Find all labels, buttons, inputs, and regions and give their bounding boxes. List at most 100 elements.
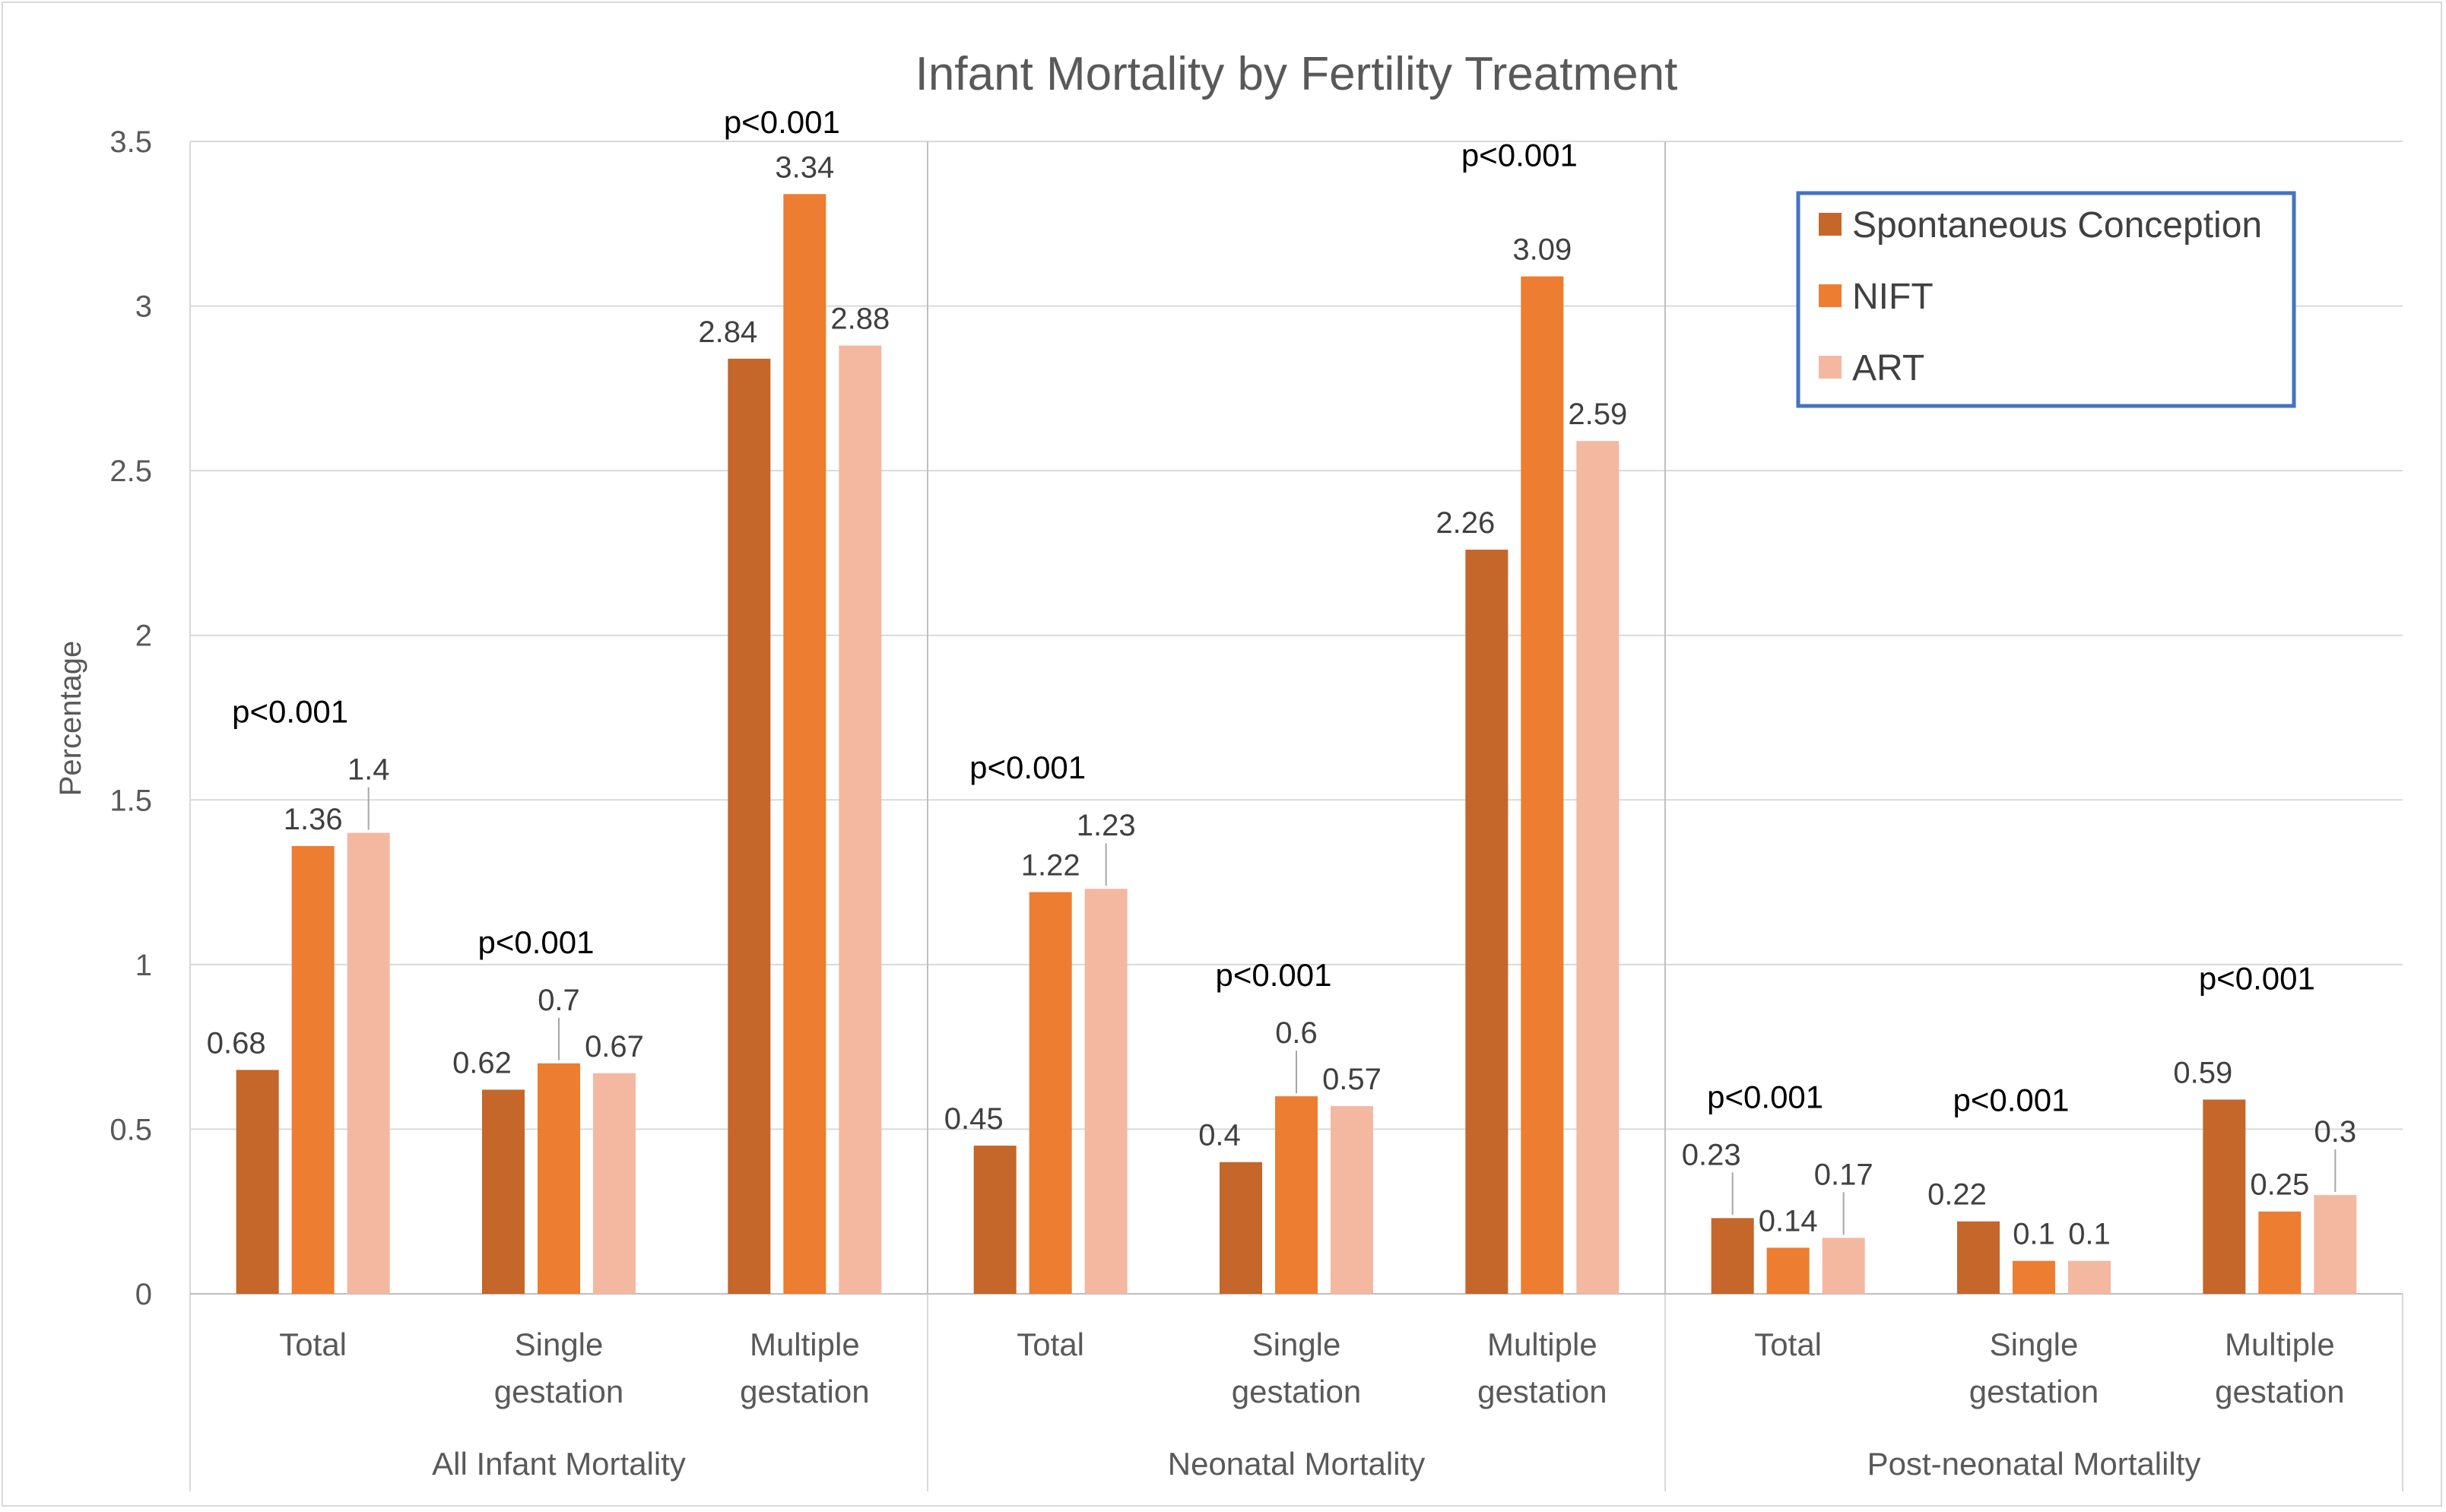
bar-spontaneous-conception [1220, 1162, 1262, 1294]
data-label: 1.22 [1021, 849, 1080, 883]
p-value-label: p<0.001 [478, 924, 595, 960]
data-label: 2.84 [698, 315, 757, 349]
bar-spontaneous-conception [482, 1089, 525, 1294]
data-label: 0.1 [2013, 1218, 2055, 1251]
bar-art [1822, 1238, 1865, 1294]
data-label: 0.14 [1759, 1204, 1818, 1238]
bar-spontaneous-conception [973, 1146, 1017, 1294]
p-value-label: p<0.001 [1216, 957, 1332, 993]
category-label: Multiple [1487, 1327, 1597, 1362]
data-label: 1.4 [347, 753, 390, 787]
data-label: 0.67 [585, 1030, 644, 1063]
y-tick-label: 3 [135, 290, 152, 324]
p-value-label: p<0.001 [969, 750, 1086, 785]
bar-nift [2258, 1211, 2302, 1294]
y-tick-label: 0.5 [109, 1113, 152, 1146]
legend-label: NIFT [1852, 277, 1934, 317]
bar-nift [2013, 1260, 2055, 1294]
y-tick-label: 1 [135, 949, 152, 982]
legend: Spontaneous Conception NIFT ART [1796, 191, 2296, 408]
category-label: Total [1754, 1327, 1822, 1362]
bar-nift [1521, 276, 1564, 1294]
p-value-label: p<0.001 [1953, 1082, 2070, 1118]
bar-nift [1766, 1247, 1810, 1294]
p-value-label: p<0.001 [1461, 138, 1578, 173]
bar-art [1576, 441, 1620, 1295]
data-label: 0.4 [1198, 1119, 1241, 1152]
bar-nift [1275, 1096, 1318, 1294]
category-label: Multiple [2225, 1327, 2335, 1362]
category-label: Single [1252, 1327, 1341, 1362]
group-label: Neonatal Mortality [1168, 1446, 1425, 1482]
category-label: gestation [1232, 1374, 1361, 1409]
category-label: Single [515, 1327, 604, 1362]
bar-art [1331, 1106, 1373, 1294]
category-label: gestation [2215, 1374, 2344, 1409]
group-labels: All Infant Mortality Neonatal Mortality Po… [432, 1446, 2200, 1482]
p-value-labels: p<0.001 p<0.001 p<0.001 p<0.001 p<0.001 p<0.0… [232, 104, 2315, 1118]
bar-spontaneous-conception [2203, 1099, 2246, 1294]
bar-spontaneous-conception [728, 358, 771, 1295]
data-label: 0.62 [452, 1046, 512, 1079]
bar-art [2068, 1260, 2111, 1294]
data-label: 0.59 [2173, 1056, 2232, 1089]
data-label: 0.7 [538, 984, 580, 1017]
bar-nift [538, 1063, 580, 1294]
y-axis-label: Percentage [54, 641, 87, 797]
legend-swatch [1819, 213, 1842, 236]
legend-swatch [1819, 356, 1842, 379]
category-label: gestation [1969, 1374, 2099, 1409]
bar-spontaneous-conception [236, 1070, 279, 1294]
category-labels: Total Single gestation Multiple gestation Tot… [279, 1327, 2344, 1409]
bars [236, 194, 2357, 1295]
bar-art [347, 832, 390, 1294]
p-value-label: p<0.001 [2199, 960, 2315, 996]
category-label: Total [279, 1327, 347, 1362]
y-axis-ticks: 0 0.5 1 1.5 2 2.5 3 3.5 [109, 125, 152, 1311]
data-label: 0.68 [207, 1026, 266, 1060]
bar-spontaneous-conception [1957, 1221, 2000, 1294]
category-label: Multiple [750, 1327, 860, 1362]
category-label: gestation [494, 1374, 623, 1409]
bar-art [839, 345, 882, 1294]
data-label: 1.36 [284, 803, 343, 836]
legend-label: ART [1852, 348, 1924, 388]
data-label: 0.57 [1322, 1063, 1382, 1096]
legend-swatch [1819, 284, 1842, 307]
group-label: All Infant Mortality [432, 1446, 686, 1482]
data-label: 3.09 [1512, 233, 1572, 267]
bar-art [2314, 1195, 2357, 1294]
data-label: 0.6 [1275, 1016, 1318, 1050]
data-label: 1.23 [1077, 809, 1136, 842]
p-value-label: p<0.001 [232, 694, 348, 730]
p-value-label: p<0.001 [724, 104, 840, 140]
bar-nift [783, 194, 826, 1294]
legend-box [1796, 191, 2296, 408]
data-label: 2.88 [830, 303, 890, 336]
data-label: 2.59 [1568, 398, 1627, 431]
category-label: gestation [1477, 1374, 1607, 1409]
y-tick-label: 2.5 [109, 455, 152, 488]
category-label: gestation [740, 1374, 869, 1409]
category-label: Total [1017, 1327, 1084, 1362]
chart-title: Infant Mortality by Fertility Treatment [915, 48, 1678, 100]
y-tick-label: 0 [135, 1278, 152, 1311]
bar-spontaneous-conception [1711, 1218, 1754, 1294]
y-tick-label: 3.5 [109, 125, 152, 159]
legend-label: Spontaneous Conception [1852, 205, 2262, 246]
data-label: 0.17 [1814, 1158, 1873, 1191]
bar-nift [291, 845, 335, 1294]
group-label: Post-neonatal Mortalilty [1867, 1446, 2201, 1482]
y-tick-label: 2 [135, 620, 152, 653]
data-label: 0.3 [2314, 1115, 2357, 1149]
y-tick-label: 1.5 [109, 784, 152, 817]
data-label: 3.34 [775, 151, 834, 184]
bar-art [593, 1073, 636, 1294]
data-label: 2.26 [1436, 506, 1495, 540]
category-label: Single [1990, 1327, 2079, 1362]
label-leader-lines [367, 787, 2337, 1235]
data-label: 0.23 [1682, 1138, 1741, 1171]
data-labels: 0.68 0.62 2.84 0.45 0.4 2.26 0.23 0.22 0.59 1.36 0… [207, 151, 2356, 1250]
bar-spontaneous-conception [1465, 550, 1509, 1294]
